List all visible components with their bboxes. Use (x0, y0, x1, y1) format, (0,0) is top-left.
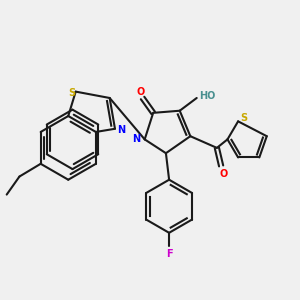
Text: O: O (136, 87, 145, 97)
Text: HO: HO (199, 91, 215, 101)
Text: F: F (166, 249, 172, 259)
Text: N: N (117, 125, 125, 135)
Text: S: S (240, 113, 247, 123)
Text: S: S (68, 88, 75, 98)
Text: N: N (132, 134, 140, 144)
Text: O: O (219, 169, 227, 179)
